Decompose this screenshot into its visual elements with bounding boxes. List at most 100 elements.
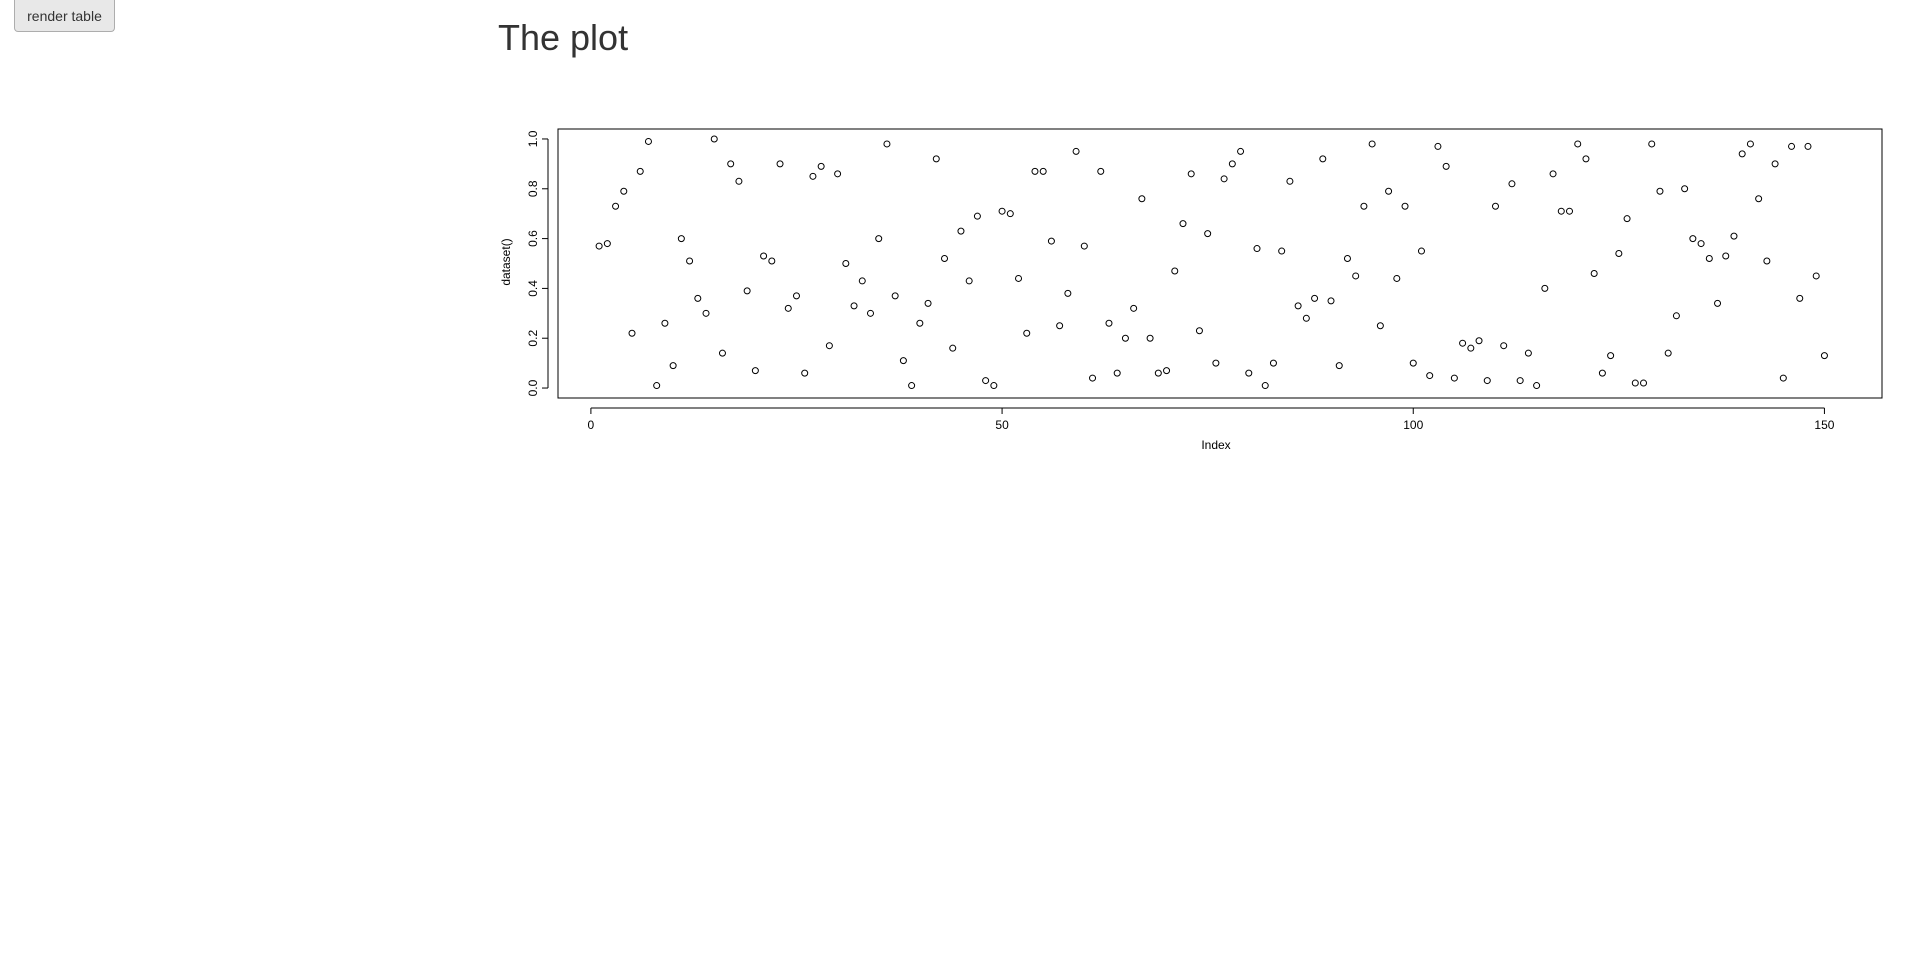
data-point <box>1598 369 1606 377</box>
data-point <box>710 135 718 143</box>
data-point <box>1516 377 1524 385</box>
data-point <box>1047 237 1055 245</box>
data-point <box>817 162 825 170</box>
data-point <box>1434 142 1442 150</box>
data-point <box>1401 202 1409 210</box>
data-point <box>1631 379 1639 387</box>
data-point <box>1508 180 1516 188</box>
data-point <box>1212 359 1220 367</box>
data-point <box>1664 349 1672 357</box>
y-tick-label: 0.4 <box>526 280 540 297</box>
data-point <box>842 260 850 267</box>
data-point <box>1056 322 1064 330</box>
data-point <box>1130 304 1138 312</box>
data-point <box>1352 272 1360 280</box>
data-point <box>801 369 809 377</box>
data-point <box>1228 160 1236 168</box>
data-point <box>1820 352 1828 360</box>
data-point <box>1393 274 1401 282</box>
data-point <box>1648 140 1656 148</box>
data-point <box>1524 349 1532 357</box>
data-point <box>916 319 924 327</box>
data-point <box>677 235 685 243</box>
data-point <box>751 367 759 375</box>
data-point <box>1335 362 1343 370</box>
data-point <box>694 294 702 302</box>
data-point <box>998 207 1006 215</box>
data-point <box>1171 267 1179 275</box>
data-point <box>1656 187 1664 195</box>
data-point <box>792 292 800 300</box>
data-point <box>727 160 735 168</box>
render-table-button[interactable]: render table <box>14 0 115 32</box>
data-point <box>1450 374 1458 382</box>
data-point <box>768 257 776 265</box>
data-point <box>1039 167 1047 175</box>
data-point <box>1689 235 1697 243</box>
data-point <box>686 257 694 265</box>
data-point <box>1763 257 1771 265</box>
data-point <box>1204 230 1212 238</box>
data-point <box>1491 202 1499 210</box>
data-point <box>1681 185 1689 193</box>
data-point <box>1368 140 1376 148</box>
data-point <box>776 160 784 168</box>
data-point <box>965 277 973 285</box>
page-title: The plot <box>498 17 629 58</box>
data-point <box>1064 289 1072 297</box>
data-point <box>1163 367 1171 375</box>
data-point <box>899 357 907 365</box>
data-point <box>1582 155 1590 163</box>
data-point <box>1311 294 1319 302</box>
data-point <box>636 167 644 175</box>
data-point <box>1237 147 1245 155</box>
data-point <box>1500 342 1508 350</box>
data-point <box>628 329 636 337</box>
data-point <box>809 172 817 180</box>
plot-frame <box>557 128 1883 399</box>
data-point <box>1294 302 1302 310</box>
data-point <box>1286 177 1294 185</box>
data-point <box>1278 247 1286 255</box>
data-point <box>1697 240 1705 248</box>
data-point <box>1475 337 1483 345</box>
data-point <box>1253 245 1261 253</box>
data-point <box>1812 272 1820 280</box>
data-point <box>1031 167 1039 175</box>
data-point <box>1705 255 1713 263</box>
data-point <box>1590 269 1598 277</box>
data-point <box>1220 175 1228 183</box>
data-point <box>1385 187 1393 195</box>
y-axis-label: dataset() <box>499 238 513 285</box>
x-axis: 0 50 100 150 <box>588 407 1835 432</box>
data-point <box>973 212 981 220</box>
data-point <box>1319 155 1327 163</box>
data-point <box>718 349 726 357</box>
data-point <box>1409 359 1417 367</box>
data-point <box>760 252 768 260</box>
y-tick-label: 0.0 <box>526 379 540 396</box>
data-point <box>1080 242 1088 250</box>
data-point <box>949 344 957 352</box>
data-point <box>595 242 603 250</box>
data-point <box>1138 195 1146 203</box>
data-point <box>866 309 874 317</box>
y-tick-label: 0.8 <box>526 180 540 197</box>
data-point <box>1245 369 1253 377</box>
data-point <box>1771 160 1779 168</box>
data-point <box>1483 377 1491 385</box>
data-point <box>1121 334 1129 342</box>
data-point <box>1738 150 1746 158</box>
x-tick-label: 50 <box>995 418 1009 432</box>
data-point <box>1779 374 1787 382</box>
data-point <box>990 382 998 390</box>
data-point <box>1302 314 1310 322</box>
data-point <box>702 309 710 317</box>
data-point <box>1549 170 1557 178</box>
data-point <box>1187 170 1195 178</box>
data-point <box>932 155 940 163</box>
data-point <box>908 382 916 390</box>
data-point <box>1796 294 1804 302</box>
y-tick-label: 0.6 <box>526 230 540 247</box>
data-point <box>1541 284 1549 292</box>
